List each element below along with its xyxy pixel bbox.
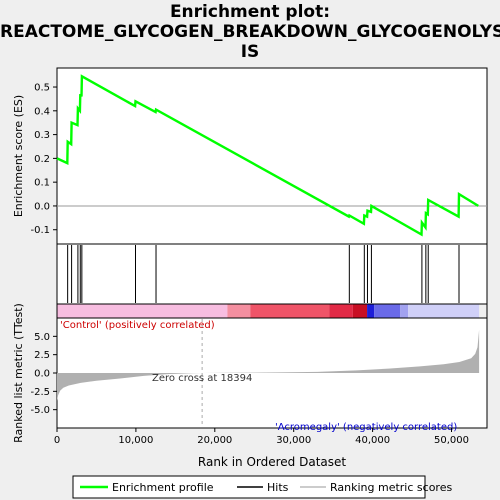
- x-tick-label: 20,000: [197, 435, 232, 446]
- legend-enrichment-label: Enrichment profile: [112, 481, 214, 494]
- x-tick-label: 40,000: [355, 435, 390, 446]
- title-line-3: IS: [240, 42, 260, 62]
- metric-ytick-label: 5.0: [34, 332, 50, 343]
- heat-segment: [227, 304, 251, 318]
- rank-heat-bar: [57, 304, 480, 318]
- es-panel-frame: [56, 67, 488, 245]
- hit-marks: [67, 245, 460, 303]
- heat-segment: [367, 304, 375, 318]
- heat-segment: [374, 304, 401, 318]
- x-tick-label: 50,000: [434, 435, 469, 446]
- heat-segment: [352, 304, 368, 318]
- negative-label: 'Acromegaly' (negatively correlated): [275, 422, 457, 433]
- metric-ytick-label: -5.0: [30, 405, 50, 416]
- es-ytick-label: 0.3: [34, 130, 50, 141]
- title-line-2: REACTOME_GLYCOGEN_BREAKDOWN_GLYCOGENOLYS: [0, 22, 500, 42]
- title-line-1: Enrichment plot:: [169, 2, 331, 22]
- es-y-axis-label: Enrichment score (ES): [12, 95, 25, 217]
- x-tick-label: 30,000: [276, 435, 311, 446]
- heat-segment: [250, 304, 330, 318]
- metric-ytick-label: 2.5: [34, 350, 50, 361]
- legend-metric-label: Ranking metric scores: [330, 481, 452, 494]
- x-axis-label: Rank in Ordered Dataset: [198, 455, 346, 469]
- metric-ytick-label: 0.0: [34, 369, 50, 380]
- es-ytick-label: 0.4: [34, 106, 50, 117]
- x-tick-label: 0: [54, 435, 60, 446]
- metric-ytick-label: -2.5: [30, 387, 50, 398]
- metric-y-axis-label: Ranked list metric (TTest): [12, 303, 25, 443]
- chart-title: Enrichment plot: REACTOME_GLYCOGEN_BREAK…: [0, 2, 500, 62]
- hits-panel-frame: [56, 243, 488, 305]
- heat-segment: [408, 304, 480, 318]
- zero-cross-label: Zero cross at 18394: [152, 373, 252, 384]
- es-ytick-label: 0.0: [34, 201, 50, 212]
- legend-hits-label: Hits: [267, 481, 289, 494]
- heat-segment: [57, 304, 228, 318]
- es-ytick-label: -0.1: [30, 225, 50, 236]
- heat-segment: [400, 304, 409, 318]
- es-ytick-label: 0.1: [34, 178, 50, 189]
- es-ytick-label: 0.5: [34, 83, 50, 94]
- positive-label: 'Control' (positively correlated): [60, 320, 215, 331]
- heat-segment: [329, 304, 353, 318]
- es-ytick-label: 0.2: [34, 154, 50, 165]
- x-axis-ticks: 0 10,000 20,000 30,000 40,000 50,000: [54, 428, 469, 446]
- enrichment-profile-line: [56, 74, 479, 237]
- x-tick-label: 10,000: [118, 435, 153, 446]
- metric-yticks: -5.0 -2.5 0.0 2.5 5.0: [30, 332, 57, 416]
- es-yticks: -0.1 0.0 0.1 0.2 0.3 0.4 0.5: [30, 83, 57, 236]
